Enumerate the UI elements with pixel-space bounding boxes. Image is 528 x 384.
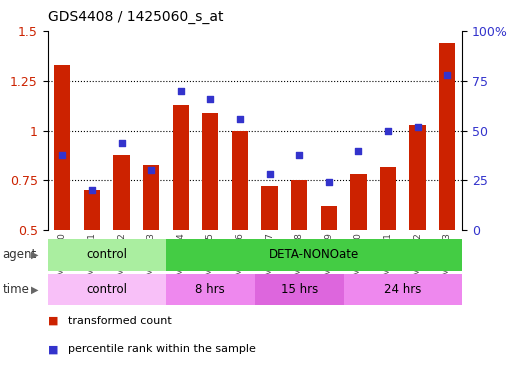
Point (206, 96, 214, 102)
Bar (143, 164, 159, 230)
Point (176, 88, 185, 94)
Text: ▶: ▶ (31, 250, 38, 260)
Bar (291, 180, 307, 230)
Bar (84, 190, 100, 230)
Bar (344, 274, 462, 305)
Point (413, 124, 422, 130)
Text: ■: ■ (48, 344, 58, 354)
Bar (166, 274, 254, 305)
Text: time: time (3, 283, 30, 296)
Bar (261, 187, 278, 230)
Bar (254, 274, 344, 305)
Point (354, 147, 363, 154)
Text: percentile rank within the sample: percentile rank within the sample (68, 344, 256, 354)
Bar (202, 113, 219, 230)
Point (295, 151, 304, 157)
Text: 24 hrs: 24 hrs (384, 283, 421, 296)
Text: control: control (86, 248, 127, 262)
Text: transformed count: transformed count (68, 316, 171, 326)
Point (117, 139, 126, 146)
Text: 15 hrs: 15 hrs (280, 283, 318, 296)
Text: control: control (86, 283, 127, 296)
Bar (320, 207, 337, 230)
Point (266, 171, 274, 177)
Point (88, 187, 96, 194)
Bar (232, 131, 248, 230)
Text: 8 hrs: 8 hrs (195, 283, 225, 296)
Point (58, 151, 67, 157)
Point (384, 127, 392, 134)
Bar (166, 239, 462, 271)
Bar (439, 43, 455, 230)
Bar (48, 274, 166, 305)
Bar (54, 65, 70, 230)
Bar (114, 154, 130, 230)
Bar (173, 104, 189, 230)
Bar (48, 239, 166, 271)
Point (235, 116, 244, 122)
Text: agent: agent (3, 248, 37, 262)
Point (443, 71, 451, 78)
Point (325, 179, 333, 185)
Text: ▶: ▶ (31, 285, 38, 295)
Text: ■: ■ (48, 316, 58, 326)
Text: DETA-NONOate: DETA-NONOate (269, 248, 359, 262)
Bar (350, 174, 366, 230)
Text: GDS4408 / 1425060_s_at: GDS4408 / 1425060_s_at (48, 10, 223, 24)
Bar (380, 167, 396, 230)
Bar (409, 124, 426, 230)
Point (147, 167, 155, 174)
